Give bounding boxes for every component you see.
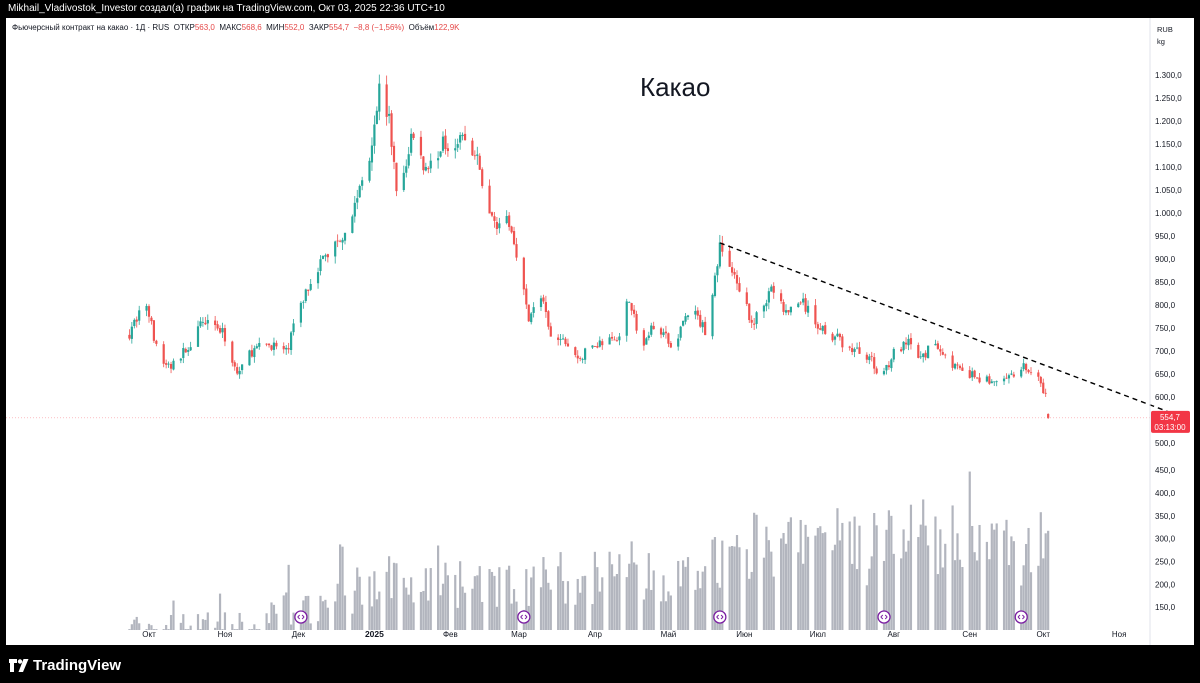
chart-title: Какао <box>640 72 711 102</box>
currency-label: RUB <box>1157 25 1173 34</box>
header-caption: Mikhail_Vladivostok_Investor создал(а) г… <box>8 3 445 14</box>
close-label: ЗАКР <box>308 23 330 32</box>
chart-frame[interactable] <box>6 18 1194 645</box>
high-label: МАКС <box>219 23 242 32</box>
tradingview-logo[interactable]: TradingView <box>9 657 121 674</box>
brand-name: TradingView <box>33 657 122 674</box>
volume-value: 122,9K <box>434 23 460 32</box>
change-value: −8,8 (−1,56%) <box>353 23 405 32</box>
footer-bar: TradingView <box>0 645 1200 683</box>
open-label: ОТКР <box>173 23 195 32</box>
close-value: 554,7 <box>329 23 350 32</box>
header-bar: Mikhail_Vladivostok_Investor создал(а) г… <box>0 0 1200 18</box>
high-value: 568,6 <box>241 23 262 32</box>
instrument-name: Фьючерсный контракт на какао · 1Д · RUS <box>12 23 170 32</box>
ohlc-legend: Фьючерсный контракт на какао · 1Д · RUS … <box>12 22 460 34</box>
unit-label: kg <box>1157 37 1165 46</box>
open-value: 563,0 <box>194 23 215 32</box>
low-label: МИН <box>266 23 285 32</box>
tradingview-mark-icon <box>9 659 29 672</box>
volume-label: Объём <box>408 23 435 32</box>
low-value: 552,0 <box>284 23 305 32</box>
unit-badge[interactable]: RUB kg <box>1157 24 1173 48</box>
